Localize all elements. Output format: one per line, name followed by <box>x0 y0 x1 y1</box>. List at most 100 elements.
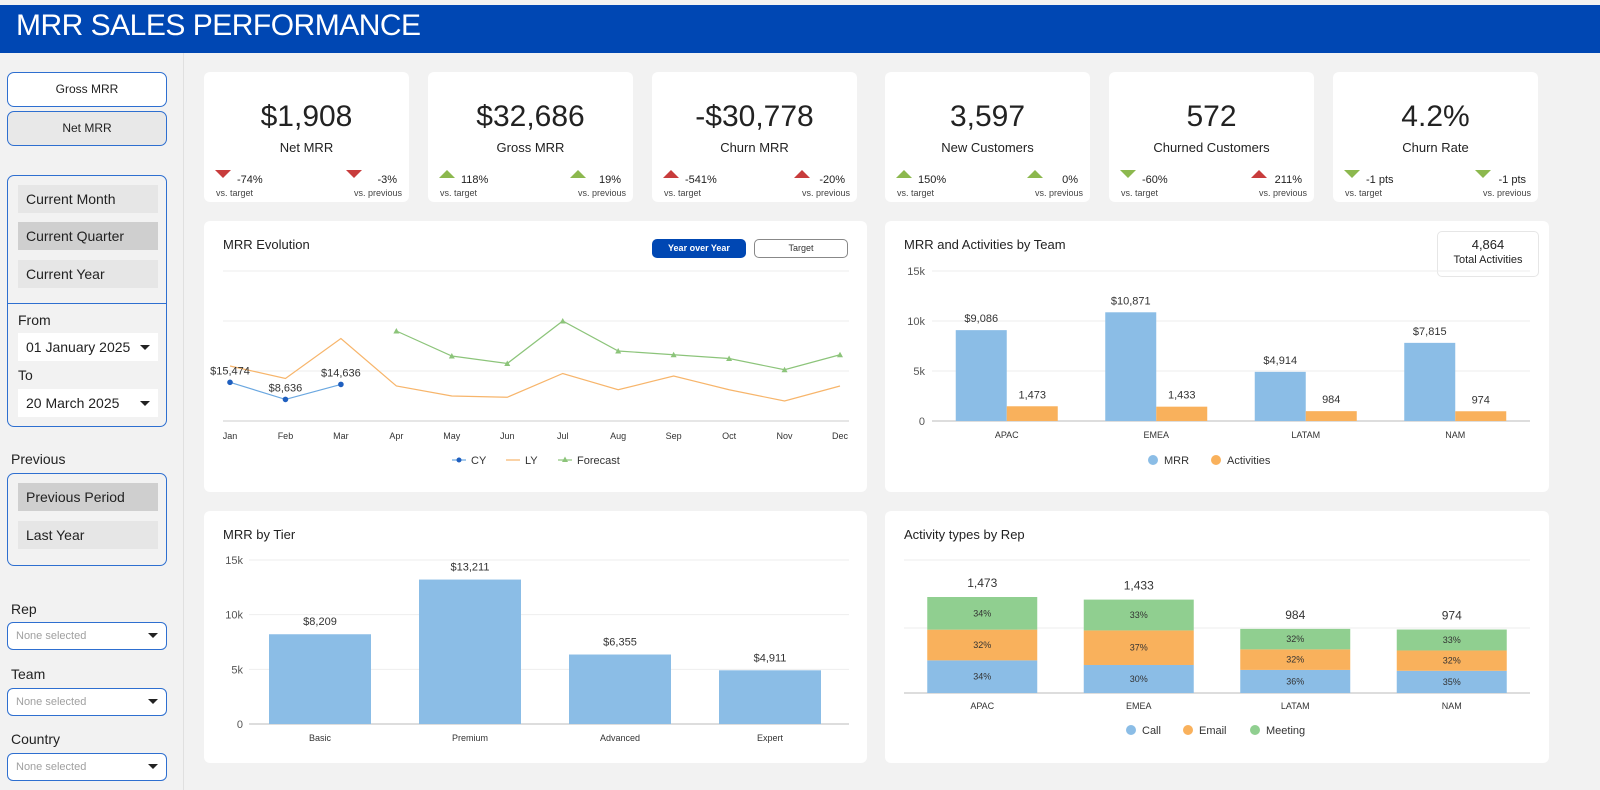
data-label: $13,211 <box>451 562 490 574</box>
kpi-target-caption: vs. target <box>897 188 935 198</box>
x-tick-label: Mar <box>333 431 349 441</box>
previous-period-option[interactable]: Previous Period <box>18 483 158 511</box>
x-tick-label: LATAM <box>1291 430 1320 440</box>
x-tick-label: Apr <box>389 431 403 441</box>
kpi-card: 572 Churned Customers -60% vs. target 21… <box>1109 72 1314 202</box>
kpi-label: Churn Rate <box>1402 140 1469 155</box>
data-label: $7,815 <box>1413 326 1447 338</box>
kpi-target-change: 150% <box>918 174 947 186</box>
stack-segment-call <box>927 660 1038 693</box>
segment-label: 32% <box>1286 655 1304 665</box>
total-label: 1,433 <box>1124 579 1154 593</box>
x-tick-label: Premium <box>452 733 488 743</box>
triangle-up-icon <box>794 170 810 178</box>
legend-swatch <box>1250 725 1260 735</box>
segment-label: 34% <box>973 672 991 682</box>
data-point <box>615 348 622 354</box>
mrr-team-chart: 0 5k 10k 15k $9,086 1,473 APAC $10,871 1,433 EMEA… <box>907 266 1530 467</box>
target-button[interactable]: Target <box>754 239 848 258</box>
bar-activities <box>1156 406 1208 421</box>
bar <box>719 670 821 724</box>
x-tick-label: Advanced <box>600 733 640 743</box>
total-label: 984 <box>1285 608 1305 622</box>
stack-segment-call <box>1083 664 1194 693</box>
kpi-card: 3,597 New Customers 150% vs. target 0% v… <box>885 72 1090 202</box>
mrr-tier-card: MRR by Tier 0 5k 10k 15k $8,209 Basic $13,211 P… <box>204 511 867 763</box>
y-tick-label: 15k <box>225 555 243 567</box>
year-over-year-button[interactable]: Year over Year <box>652 239 746 258</box>
stack-segment-meeting <box>927 597 1038 630</box>
current-month-option[interactable]: Current Month <box>18 185 158 213</box>
last-year-option[interactable]: Last Year <box>18 521 158 549</box>
team-placeholder: None selected <box>16 696 87 708</box>
chevron-down-icon <box>140 345 150 350</box>
rep-dropdown[interactable]: None selected <box>7 622 167 650</box>
x-tick-label: NAM <box>1442 701 1462 711</box>
x-tick-label: EMEA <box>1143 430 1169 440</box>
bar-mrr <box>1105 312 1157 421</box>
segment-label: 33% <box>1130 610 1148 620</box>
from-label: From <box>18 312 51 328</box>
triangle-down-icon <box>346 170 362 178</box>
data-point <box>837 351 843 358</box>
y-tick-label: 15k <box>907 266 925 278</box>
stack-segment-call <box>1240 669 1351 693</box>
kpi-target-caption: vs. target <box>1121 188 1159 198</box>
stack-segment-email <box>1240 649 1351 670</box>
bar-mrr <box>1254 371 1306 421</box>
total-label: 974 <box>1442 609 1462 623</box>
from-date-picker[interactable]: 01 January 2025 <box>18 333 158 361</box>
to-date-picker[interactable]: 20 March 2025 <box>18 389 158 417</box>
kpi-value: 4.2% <box>1401 100 1470 133</box>
kpi-target-caption: vs. target <box>664 188 702 198</box>
bar <box>569 654 671 724</box>
kpi-target-caption: vs. target <box>1345 188 1383 198</box>
data-label: $8,636 <box>269 382 303 394</box>
stack-segment-email <box>1083 630 1194 665</box>
current-year-option[interactable]: Current Year <box>18 260 158 288</box>
triangle-up-icon <box>663 170 679 178</box>
segment-label: 34% <box>973 608 991 618</box>
gross-mrr-button[interactable]: Gross MRR <box>7 72 167 107</box>
kpi-target-change: -60% <box>1142 174 1168 186</box>
triangle-down-icon <box>1120 170 1136 178</box>
sidebar: Gross MRR Net MRR Current Month Current … <box>0 53 184 790</box>
to-date-value: 20 March 2025 <box>26 395 120 411</box>
kpi-previous-change: 211% <box>1274 174 1302 186</box>
current-quarter-option[interactable]: Current Quarter <box>18 222 158 250</box>
triangle-up-icon <box>439 170 455 178</box>
kpi-value: -$30,778 <box>695 100 814 133</box>
data-point <box>559 318 566 324</box>
kpi-card: $1,908 Net MRR -74% vs. target -3% vs. p… <box>204 72 409 202</box>
triangle-down-icon <box>1344 170 1360 178</box>
country-placeholder: None selected <box>16 761 87 773</box>
legend-marker <box>456 457 462 463</box>
net-mrr-button[interactable]: Net MRR <box>7 111 167 146</box>
kpi-target-caption: vs. target <box>440 188 478 198</box>
segment-label: 32% <box>973 640 991 650</box>
kpi-target-change: -74% <box>237 174 263 186</box>
legend-label: Call <box>1142 725 1161 737</box>
team-dropdown[interactable]: None selected <box>7 688 167 716</box>
date-range-panel: Current Month Current Quarter Current Ye… <box>7 175 167 427</box>
segment-label: 37% <box>1130 643 1148 653</box>
x-tick-label: Aug <box>610 431 626 441</box>
x-tick-label: Jun <box>500 431 515 441</box>
kpi-value: $32,686 <box>476 100 585 133</box>
total-activities-box: 4,864 Total Activities <box>1437 231 1539 277</box>
legend-label: Forecast <box>577 455 620 467</box>
kpi-target-change: -1 pts <box>1366 174 1394 186</box>
kpi-target-change: -541% <box>685 174 717 186</box>
rep-placeholder: None selected <box>16 630 87 642</box>
legend-label: LY <box>525 455 538 467</box>
stack-segment-meeting <box>1240 628 1351 650</box>
x-tick-label: NAM <box>1445 430 1465 440</box>
mrr-team-card: MRR and Activities by Team 4,864 Total A… <box>885 221 1549 492</box>
legend-label: Activities <box>1227 455 1271 467</box>
kpi-previous-caption: vs. previous <box>801 188 850 198</box>
country-dropdown[interactable]: None selected <box>7 753 167 781</box>
activity-rep-chart: 34% 32% 34% 1,473 APAC 30% 37% 33% 1,433 EMEA 36% 3… <box>904 559 1530 737</box>
mrr-tier-chart: 0 5k 10k 15k $8,209 Basic $13,211 Premium $6,355… <box>225 555 849 743</box>
bar-mrr <box>1404 342 1456 421</box>
data-point <box>338 381 344 388</box>
